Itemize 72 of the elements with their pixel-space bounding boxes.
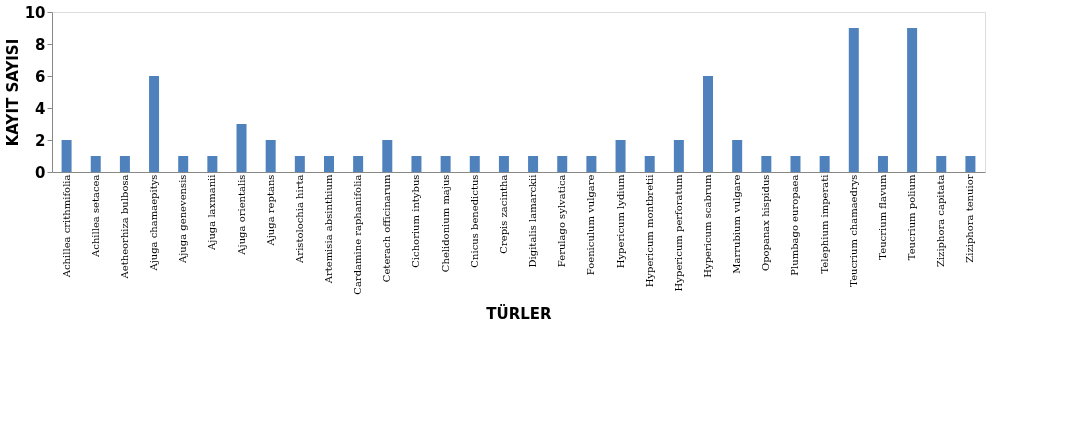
x-tick-label: Crepis zacintha [497, 174, 509, 254]
bar [236, 124, 247, 172]
x-tick-label: Ajuga laxmanii [206, 174, 218, 251]
x-tick-label: Cichorium intybus [410, 174, 422, 268]
y-tick-label: 6 [35, 67, 46, 86]
bar [673, 140, 684, 172]
bar [732, 140, 743, 172]
bar [528, 156, 539, 172]
bar [936, 156, 947, 172]
y-axis-title: KAYIT SAYISI [3, 38, 22, 147]
y-tick-label: 2 [35, 131, 46, 150]
bar [382, 140, 393, 172]
bar [469, 156, 480, 172]
x-tick-label: Hypericum scabrum [702, 173, 714, 278]
bar [848, 28, 859, 172]
x-tick-label: Hypericum montbretii [643, 174, 655, 288]
y-tick-label: 10 [24, 3, 46, 22]
x-tick-label: Ferulago sylvatica [556, 174, 568, 268]
x-tick-label: Ziziphora capitata [935, 174, 947, 268]
x-tick-label: Marrubium vulgare [731, 174, 743, 274]
x-tick-label: Hypericum lydium [614, 173, 626, 269]
bar [644, 156, 655, 172]
y-tick-label: 8 [35, 35, 46, 54]
x-tick-label: Hypericum perforatum [672, 173, 684, 292]
x-tick-label: Opopanax hispidus [760, 174, 772, 272]
x-tick-label: Chelidonium majus [439, 174, 451, 273]
bar [178, 156, 189, 172]
bar [761, 156, 772, 172]
x-axis-title: TÜRLER [486, 303, 553, 323]
bar [586, 156, 597, 172]
x-tick-label: Cardamine raphanifolia [352, 174, 364, 295]
x-tick-label: Artemisia absinthium [322, 173, 334, 285]
x-tick-label: Plumbago europaea [789, 174, 801, 276]
x-tick-label: Teucrium chamaedrys [847, 174, 859, 287]
x-tick-label: Achillea setacea [89, 174, 101, 258]
bar [819, 156, 830, 172]
x-tick-label: Ajuga chamaepitys [148, 174, 160, 272]
x-tick-label: Aetheorhiza bulbosa [118, 174, 130, 280]
x-tick-label: Teucrium flavum [876, 173, 888, 260]
x-tick-label: Teucrium polium [906, 174, 918, 261]
x-tick-label: Ceterach officinarum [381, 173, 393, 283]
x-tick-label: Achillea crithmifolia [60, 174, 72, 279]
bar [61, 140, 72, 172]
bar [207, 156, 218, 172]
x-tick-label: Ajuga orientalis [235, 174, 247, 256]
bar [323, 156, 334, 172]
bar [498, 156, 509, 172]
bar [90, 156, 101, 172]
bar [411, 156, 422, 172]
y-tick-label: 4 [35, 99, 46, 118]
bar [265, 140, 276, 172]
x-tick-label: Digitalis lamarckii [527, 174, 539, 268]
bar [877, 156, 888, 172]
x-tick-label: Ziziphora tenuior [964, 174, 976, 263]
x-tick-label: Aristolochia hirta [293, 174, 305, 264]
bar [557, 156, 568, 172]
x-tick-label: Cnicus benedictus [468, 174, 480, 268]
x-tick-label: Foeniculum vulgare [585, 174, 597, 276]
bar [615, 140, 626, 172]
bar [119, 156, 130, 172]
x-tick-label: Telephium imperati [818, 174, 830, 274]
bar [790, 156, 801, 172]
bar [907, 28, 918, 172]
x-tick-label: Ajuga genevensis [177, 174, 189, 264]
bar [353, 156, 364, 172]
bar [440, 156, 451, 172]
bar [965, 156, 976, 172]
bar [294, 156, 305, 172]
bar [149, 76, 160, 172]
y-tick-label: 0 [35, 163, 46, 182]
x-tick-label: Ajuga reptans [264, 174, 276, 247]
bar [703, 76, 714, 172]
